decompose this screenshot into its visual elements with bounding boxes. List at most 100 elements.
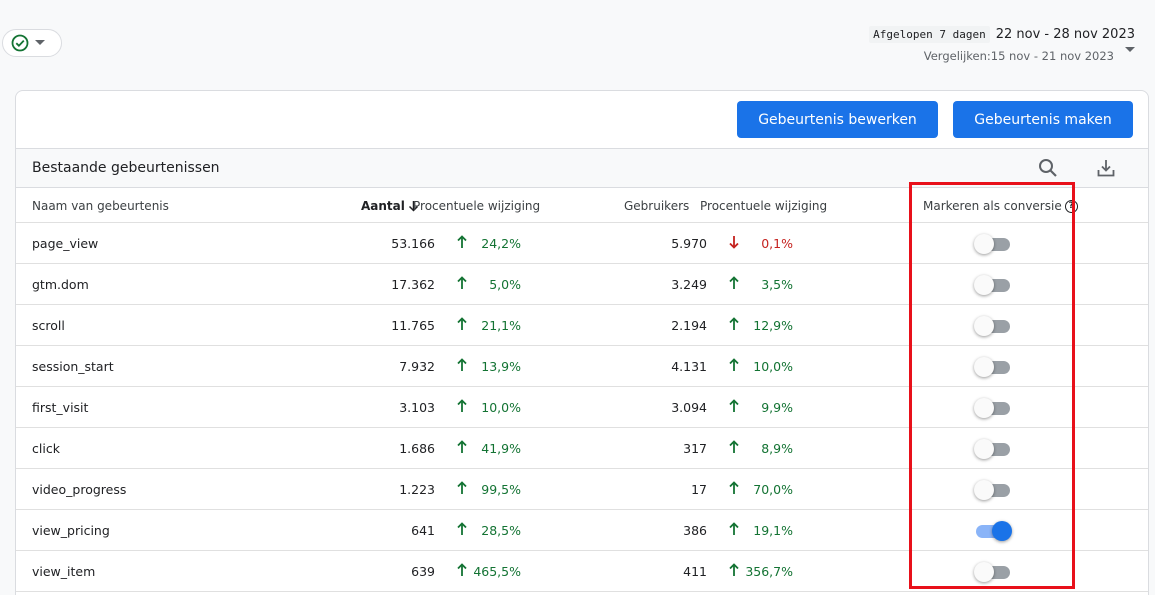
arrow-up-icon	[457, 522, 467, 539]
table-toolbar: Bestaande gebeurtenissen	[16, 148, 1148, 188]
event-count: 53.166	[391, 236, 435, 251]
search-icon[interactable]	[1038, 158, 1058, 183]
event-count: 7.932	[399, 359, 435, 374]
arrow-up-icon	[729, 317, 739, 334]
users-change: 0,1%	[761, 236, 793, 251]
arrow-up-icon	[729, 522, 739, 539]
event-name[interactable]: view_item	[32, 564, 96, 579]
toggle-knob	[974, 398, 994, 418]
mark-conversion-toggle[interactable]	[974, 316, 1010, 336]
event-name[interactable]: page_view	[32, 236, 99, 251]
arrow-up-icon	[457, 481, 467, 498]
create-event-button[interactable]: Gebeurtenis maken	[953, 101, 1133, 138]
column-header-mark-conversion: Markeren als conversie ?	[923, 199, 1078, 213]
arrow-up-icon	[729, 276, 739, 293]
event-users: 386	[683, 523, 707, 538]
status-filter-dropdown[interactable]	[2, 29, 62, 57]
arrow-up-icon	[729, 563, 739, 580]
mark-conversion-toggle[interactable]	[976, 521, 1012, 541]
count-change: 99,5%	[481, 482, 521, 497]
table-row[interactable]: view_pricing 641 28,5% 386 19,1%	[16, 510, 1148, 551]
toggle-knob	[974, 357, 994, 377]
column-header-users[interactable]: Gebruikers	[624, 199, 690, 213]
arrow-up-icon	[457, 440, 467, 457]
users-change: 12,9%	[753, 318, 793, 333]
event-count: 641	[411, 523, 435, 538]
column-header-count[interactable]: Aantal	[361, 199, 419, 213]
column-header-name[interactable]: Naam van gebeurtenis	[32, 199, 169, 213]
period-label: Afgelopen 7 dagen	[869, 26, 990, 43]
arrow-up-icon	[729, 399, 739, 416]
event-name[interactable]: session_start	[32, 359, 114, 374]
event-name[interactable]: video_progress	[32, 482, 127, 497]
table-row[interactable]: scroll 11.765 21,1% 2.194 12,9%	[16, 305, 1148, 346]
check-circle-icon	[11, 34, 29, 52]
event-count: 17.362	[391, 277, 435, 292]
arrow-up-icon	[729, 358, 739, 375]
arrow-up-icon	[457, 317, 467, 334]
table-row[interactable]: video_progress 1.223 99,5% 17 70,0%	[16, 469, 1148, 510]
table-column-header: Naam van gebeurtenis Aantal Procentuele …	[16, 188, 1148, 223]
event-users: 5.970	[671, 236, 707, 251]
arrow-up-icon	[729, 481, 739, 498]
help-icon[interactable]: ?	[1064, 199, 1078, 213]
event-count: 1.223	[399, 482, 435, 497]
event-rows: page_view 53.166 24,2% 5.970 0,1% gtm.dom 17.3…	[16, 223, 1148, 592]
count-change: 5,0%	[489, 277, 521, 292]
column-header-count-label: Aantal	[361, 199, 405, 213]
table-row[interactable]: click 1.686 41,9% 317 8,9%	[16, 428, 1148, 469]
mark-conversion-toggle[interactable]	[974, 357, 1010, 377]
event-count: 3.103	[399, 400, 435, 415]
mark-conversion-toggle[interactable]	[974, 275, 1010, 295]
count-change: 465,5%	[473, 564, 521, 579]
column-header-users-change[interactable]: Procentuele wijziging	[700, 199, 828, 213]
count-change: 24,2%	[481, 236, 521, 251]
toggle-knob	[992, 521, 1012, 541]
event-users: 3.094	[671, 400, 707, 415]
download-icon[interactable]	[1096, 158, 1116, 183]
users-change: 9,9%	[761, 400, 793, 415]
users-change: 70,0%	[753, 482, 793, 497]
event-name[interactable]: scroll	[32, 318, 65, 333]
event-count: 1.686	[399, 441, 435, 456]
event-name[interactable]: view_pricing	[32, 523, 110, 538]
arrow-up-icon	[457, 276, 467, 293]
toggle-knob	[974, 316, 994, 336]
date-range-text: 22 nov - 28 nov 2023	[995, 27, 1135, 42]
mark-conversion-toggle[interactable]	[974, 480, 1010, 500]
table-row[interactable]: first_visit 3.103 10,0% 3.094 9,9%	[16, 387, 1148, 428]
event-name[interactable]: gtm.dom	[32, 277, 89, 292]
table-row[interactable]: gtm.dom 17.362 5,0% 3.249 3,5%	[16, 264, 1148, 305]
table-row[interactable]: session_start 7.932 13,9% 4.131 10,0%	[16, 346, 1148, 387]
mark-conversion-toggle[interactable]	[974, 234, 1010, 254]
arrow-up-icon	[729, 440, 739, 457]
caret-down-icon[interactable]	[1125, 40, 1135, 58]
count-change: 13,9%	[481, 359, 521, 374]
count-change: 41,9%	[481, 441, 521, 456]
date-range-picker[interactable]: Afgelopen 7 dagen 22 nov - 28 nov 2023 V…	[869, 26, 1135, 63]
event-name[interactable]: first_visit	[32, 400, 89, 415]
toggle-knob	[974, 562, 994, 582]
mark-conversion-toggle[interactable]	[974, 562, 1010, 582]
caret-down-icon	[35, 40, 45, 46]
column-header-count-change[interactable]: Procentuele wijziging	[413, 199, 541, 213]
users-change: 356,7%	[745, 564, 793, 579]
arrow-down-icon	[408, 201, 418, 212]
event-users: 317	[683, 441, 707, 456]
compare-range-text: Vergelijken:15 nov - 21 nov 2023	[923, 49, 1114, 63]
event-name[interactable]: click	[32, 441, 60, 456]
table-row[interactable]: view_item 639 465,5% 411 356,7%	[16, 551, 1148, 592]
edit-event-button[interactable]: Gebeurtenis bewerken	[737, 101, 938, 138]
toggle-knob	[974, 234, 994, 254]
users-change: 10,0%	[753, 359, 793, 374]
table-row[interactable]: page_view 53.166 24,2% 5.970 0,1%	[16, 223, 1148, 264]
event-users: 3.249	[671, 277, 707, 292]
mark-conversion-toggle[interactable]	[974, 439, 1010, 459]
event-users: 2.194	[671, 318, 707, 333]
event-users: 411	[683, 564, 707, 579]
event-count: 639	[411, 564, 435, 579]
count-change: 21,1%	[481, 318, 521, 333]
count-change: 10,0%	[481, 400, 521, 415]
mark-conversion-toggle[interactable]	[974, 398, 1010, 418]
count-change: 28,5%	[481, 523, 521, 538]
